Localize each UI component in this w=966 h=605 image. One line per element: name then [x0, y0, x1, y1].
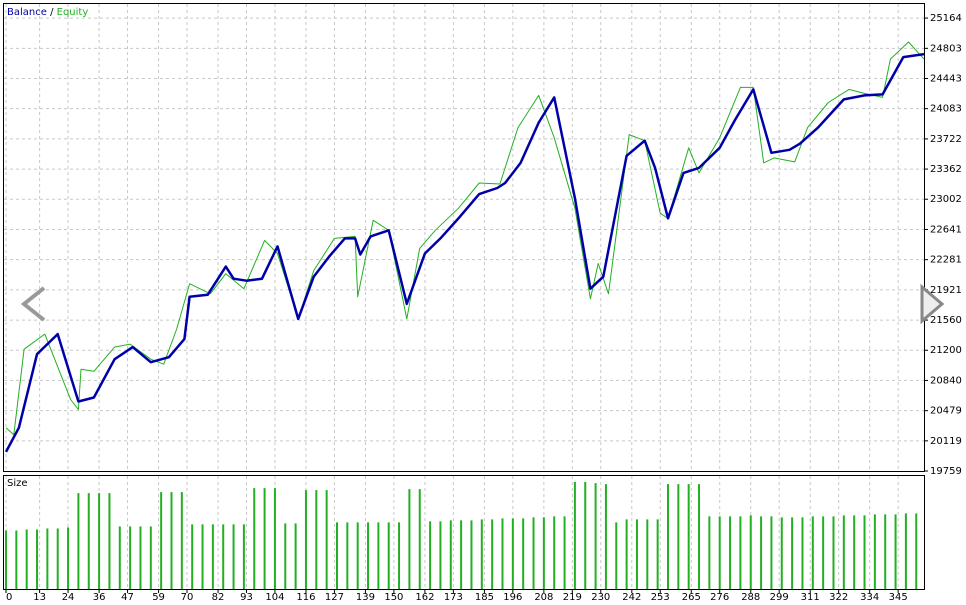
x-tick-label: 265: [682, 592, 701, 603]
x-tick-label: 288: [741, 592, 760, 603]
y-tick-label: 20840: [930, 375, 962, 386]
x-tick-label: 208: [534, 592, 553, 603]
x-tick-label: 116: [296, 592, 315, 603]
y-tick-label: 20479: [930, 406, 962, 417]
x-tick-label: 242: [622, 592, 641, 603]
x-tick-label: 219: [563, 592, 582, 603]
size-panel-frame: [3, 475, 925, 590]
x-tick-label: 196: [503, 592, 522, 603]
x-tick-label: 70: [181, 592, 194, 603]
x-tick-label: 311: [801, 592, 820, 603]
y-tick-label: 24083: [930, 104, 962, 115]
legend-separator: /: [50, 7, 54, 18]
y-tick-label: 19759: [930, 466, 962, 477]
y-tick-label: 22641: [930, 224, 962, 235]
x-tick-label: 173: [444, 592, 463, 603]
x-tick-label: 104: [265, 592, 284, 603]
x-tick-label: 299: [770, 592, 789, 603]
x-tick-label: 93: [240, 592, 253, 603]
y-tick-label: 21921: [930, 285, 962, 296]
y-tick-label: 21200: [930, 345, 962, 356]
x-tick-label: 345: [889, 592, 908, 603]
x-tick-label: 24: [62, 592, 75, 603]
x-tick-label: 162: [415, 592, 434, 603]
x-tick-label: 0: [6, 592, 12, 603]
x-tick-label: 47: [121, 592, 134, 603]
x-tick-label: 13: [33, 592, 46, 603]
legend-balance: Balance: [7, 7, 47, 18]
main-panel-frame: [3, 3, 925, 472]
next-arrow[interactable]: [920, 283, 945, 325]
y-tick-label: 24443: [930, 73, 962, 84]
size-panel-title: Size: [7, 478, 28, 489]
y-tick-label: 22281: [930, 255, 962, 266]
x-tick-label: 185: [475, 592, 494, 603]
y-tick-label: 24803: [930, 43, 962, 54]
y-tick-label: 23002: [930, 194, 962, 205]
x-tick-label: 139: [356, 592, 375, 603]
x-tick-label: 127: [325, 592, 344, 603]
y-tick-label: 23362: [930, 164, 962, 175]
x-tick-label: 59: [152, 592, 165, 603]
legend-equity: Equity: [57, 7, 89, 18]
x-tick-label: 322: [829, 592, 848, 603]
x-tick-label: 230: [591, 592, 610, 603]
x-tick-label: 276: [710, 592, 729, 603]
prev-arrow[interactable]: [20, 286, 46, 322]
y-tick-label: 23722: [930, 134, 962, 145]
x-tick-label: 150: [384, 592, 403, 603]
legend: Balance / Equity: [7, 7, 88, 18]
balance-line: [4, 52, 925, 453]
x-tick-label: 36: [93, 592, 106, 603]
equity-line: [5, 41, 925, 436]
y-tick-label: 25164: [930, 13, 962, 24]
x-tick-label: 334: [860, 592, 879, 603]
x-tick-label: 82: [212, 592, 225, 603]
y-tick-label: 21560: [930, 315, 962, 326]
y-tick-label: 20119: [930, 436, 962, 447]
x-tick-label: 253: [651, 592, 670, 603]
